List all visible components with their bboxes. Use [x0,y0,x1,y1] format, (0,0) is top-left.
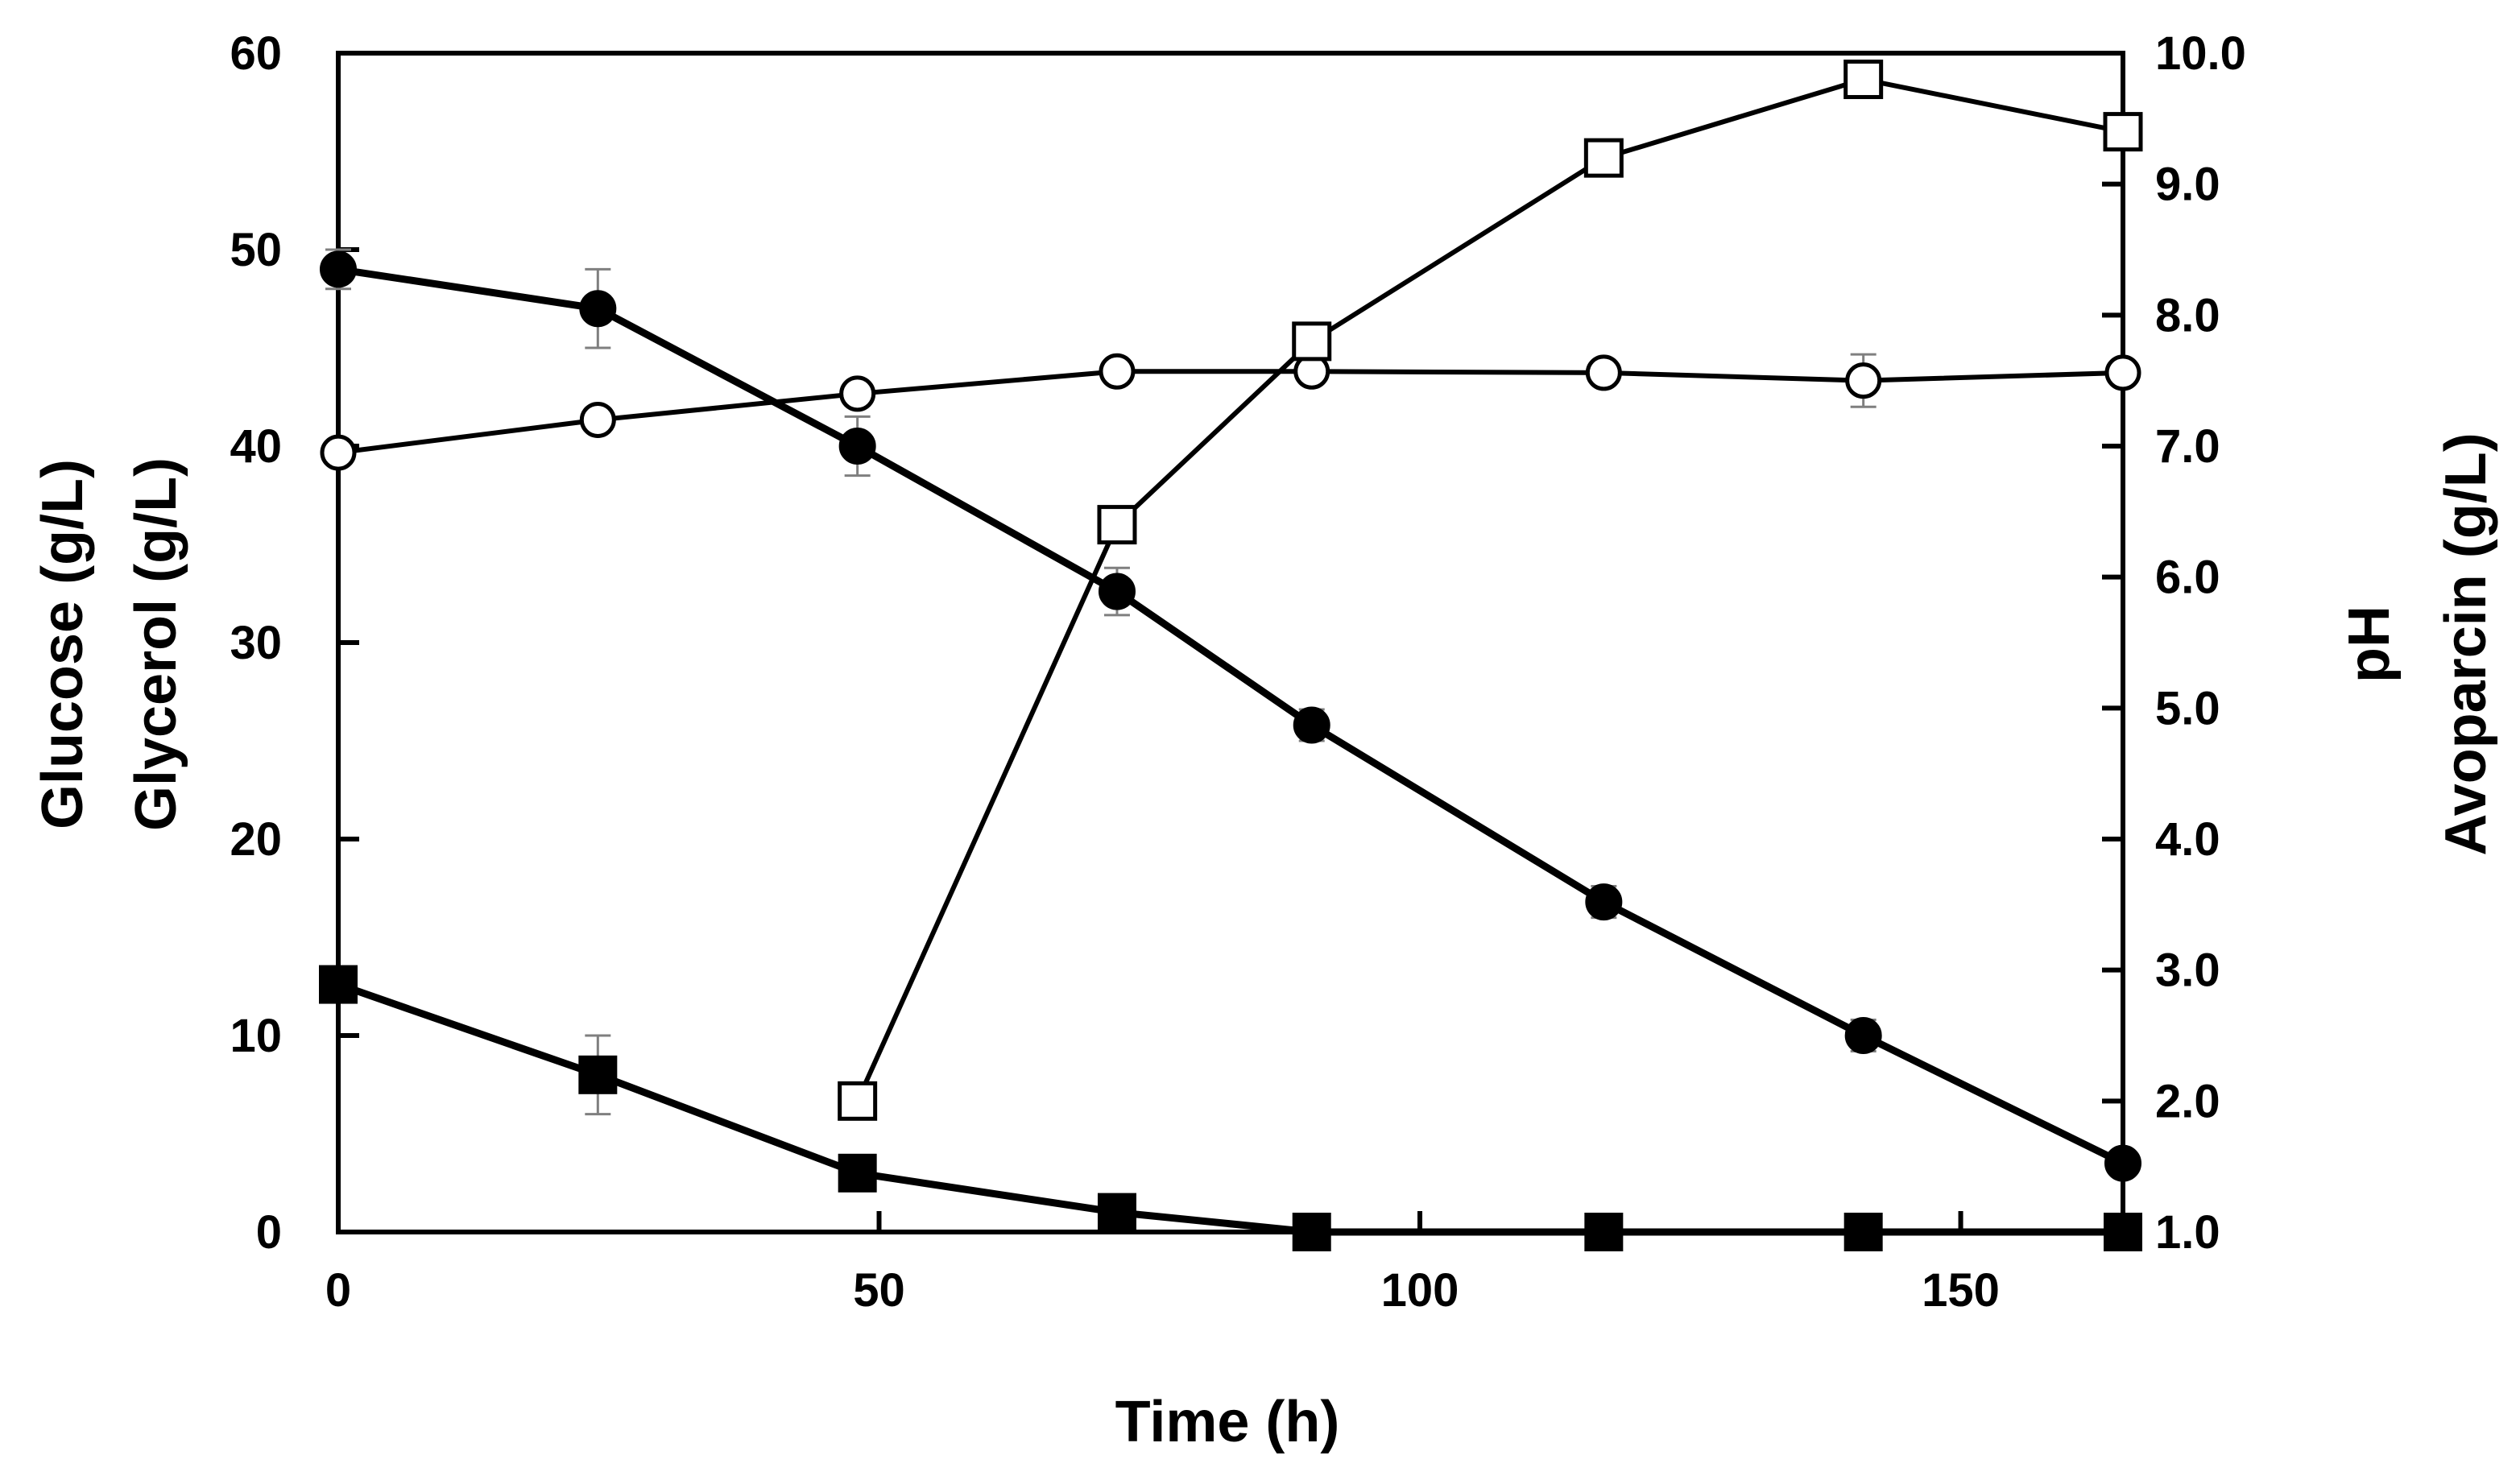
glycerol-point [838,1153,877,1193]
avoparcin-point [1097,505,1137,545]
y-left-tick-label: 60 [230,27,282,80]
plot-frame [336,51,2125,1234]
tick-labels: 0 50 100 150 0 10 20 30 40 50 60 1.0 2.0 3.0 4.0 5.0 6.0… [230,27,2245,1317]
y-right-tick-label: 10.0 [2155,27,2246,80]
ph-point [2104,354,2141,391]
x-tick-label: 100 [1381,1264,1459,1317]
y-right-tick-label: 5.0 [2155,682,2220,734]
ph-point [320,434,357,471]
glucose-point [1098,573,1136,610]
glycerol-point [1097,1193,1136,1232]
glycerol-point [578,1055,618,1094]
glucose-point [1844,1017,1882,1054]
glycerol-point [2104,1213,2142,1251]
glycerol-point [1584,1213,1624,1251]
y-right-tick-label: 1.0 [2155,1206,2220,1259]
glucose-point [838,428,876,465]
axes-layer [336,51,2125,1234]
x-tick-label: 50 [853,1264,905,1317]
glucose-point [579,290,617,328]
ph-point [579,401,616,438]
y-right-tick-label: 2.0 [2155,1075,2220,1127]
y-right-tick-label: 9.0 [2155,159,2220,211]
glucose-point [320,250,357,288]
glucose-point [2104,1144,2141,1182]
avoparcin-point [1843,60,1884,100]
y-right-tick-label: 8.0 [2155,289,2220,341]
glycerol-line [337,981,2123,1236]
x-tick-label: 0 [325,1264,351,1317]
y-right-tick-label: 6.0 [2155,552,2220,604]
y-left-tick-label: 30 [230,617,282,669]
ph-point [1099,353,1136,390]
series-lines [337,76,2125,1236]
y-left-tick-label: 40 [230,420,282,473]
x-tick-label: 150 [1922,1264,2000,1317]
ph-point [1585,354,1622,391]
avoparcin-line [854,76,2124,1102]
ph-line [337,369,2124,456]
avoparcin-point [2103,112,2143,152]
y-right-tick-label: 3.0 [2155,945,2220,997]
avoparcin-point [1292,321,1332,362]
series-markers [319,60,2143,1251]
avoparcin-point [838,1081,878,1121]
y-right-tick-label: 7.0 [2155,420,2220,473]
ph-point [839,375,876,412]
glycerol-point [319,965,358,1004]
y-right-tick-label: 4.0 [2155,813,2220,866]
ph-point [1845,362,1882,399]
avoparcin-point [1583,138,1624,178]
y-left-title-glycerol: Glycerol (g/L) [124,457,188,831]
y-left-tick-label: 0 [256,1206,282,1259]
y-left-tick-label: 20 [230,813,282,866]
y-left-tick-label: 50 [230,224,282,276]
glycerol-point [1292,1213,1331,1251]
glycerol-point [1843,1213,1883,1251]
x-axis-title: Time (h) [1115,1390,1340,1454]
glucose-point [1293,706,1330,744]
y-left-tick-label: 10 [230,1010,282,1062]
y-right-title-avoparcin: Avoparcin (g/L) [2434,432,2498,855]
y-right-title-ph: pH [2337,606,2402,683]
glucose-point [1585,883,1623,921]
glucose-line [337,265,2125,1167]
y-left-title-glucose: Glucose (g/L) [31,459,95,829]
